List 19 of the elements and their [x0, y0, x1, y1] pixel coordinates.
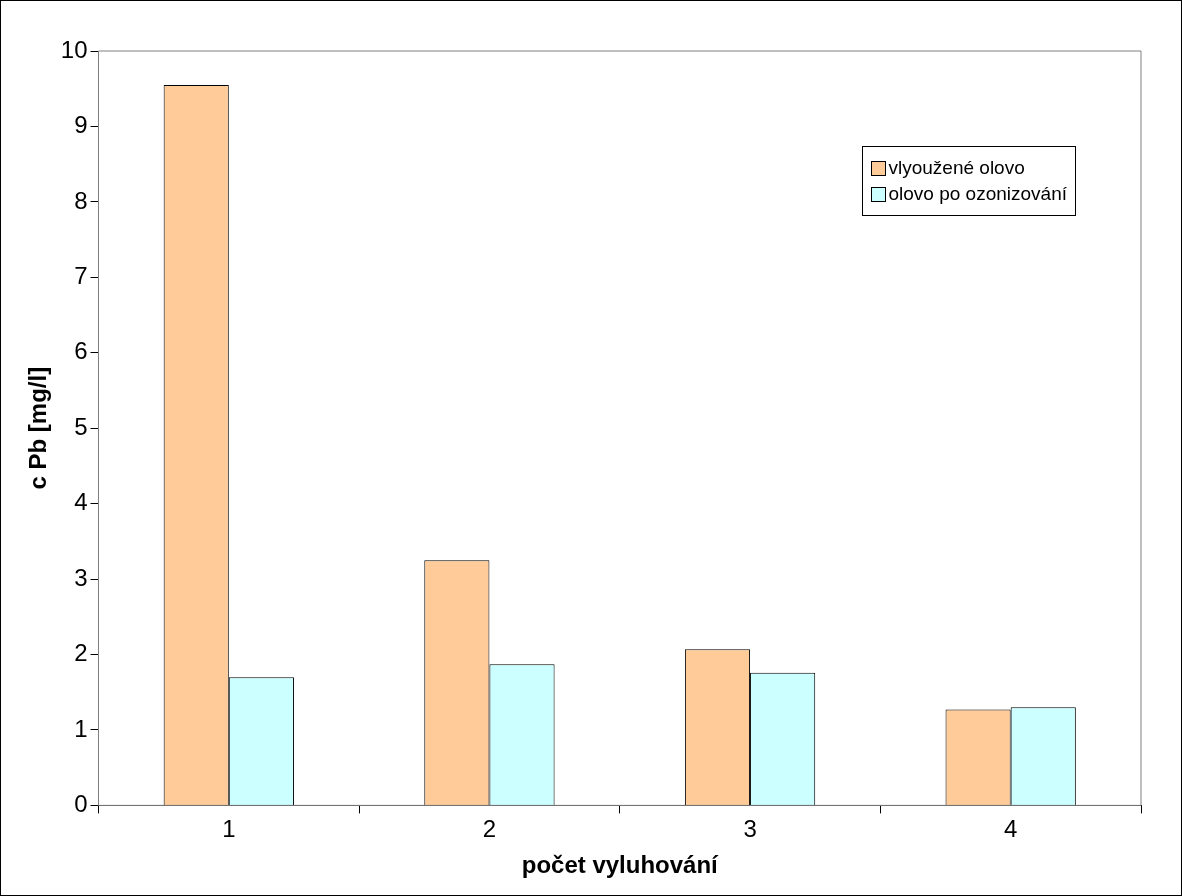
- y-tick-label: 4: [74, 488, 88, 516]
- y-tick-label: 2: [74, 639, 88, 667]
- legend-label: olovo po ozonizování: [888, 183, 1067, 205]
- y-axis-title: c Pb [mg/l]: [24, 366, 52, 490]
- x-tick-label: 2: [482, 815, 497, 843]
- y-tick-label: 9: [74, 111, 88, 139]
- x-tick-label: 1: [222, 815, 236, 843]
- y-tick-label: 10: [60, 35, 88, 63]
- x-axis-title: počet vyluhování: [521, 851, 720, 879]
- y-tick-label: 3: [74, 563, 88, 591]
- y-tick-label: 1: [74, 714, 88, 742]
- y-tick-label: 8: [74, 186, 88, 214]
- y-tick-label: 5: [74, 412, 88, 440]
- y-tick-label: 0: [74, 790, 88, 818]
- x-tick-label: 4: [1004, 815, 1018, 843]
- legend-label: vlyoužené olovo: [888, 157, 1025, 179]
- y-tick-label: 7: [74, 261, 88, 289]
- x-tick-label: 3: [743, 815, 757, 843]
- y-tick-label: 6: [74, 337, 88, 365]
